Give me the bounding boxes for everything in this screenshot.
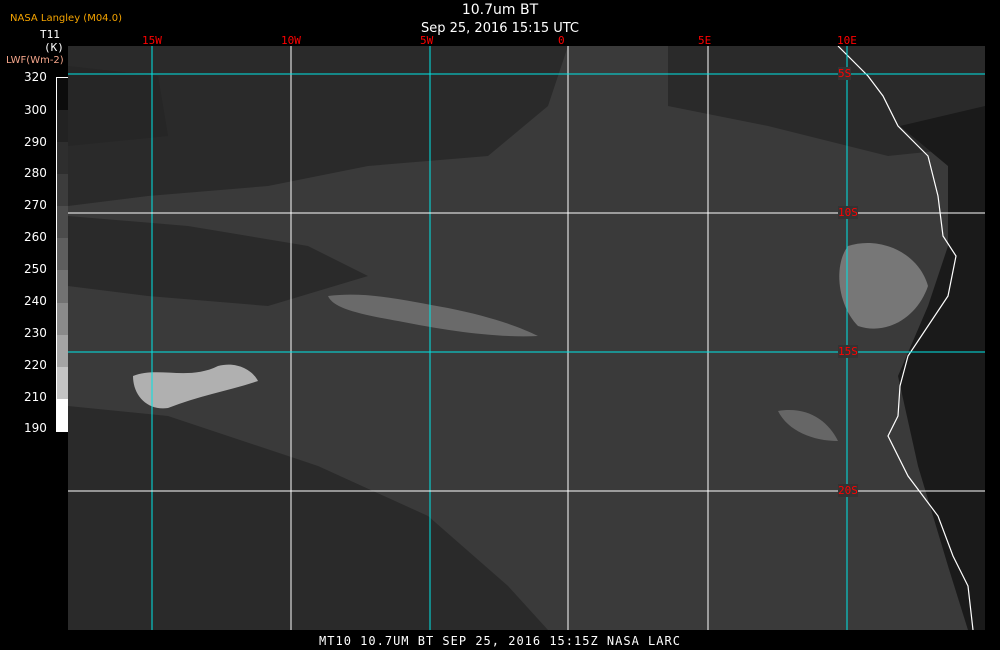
longitude-label: 5E	[698, 34, 712, 47]
image-title: 10.7um BT	[461, 2, 539, 18]
longitude-label: 5W	[420, 34, 434, 47]
legend-tick: 280	[24, 166, 47, 180]
legend-tick: 320	[24, 70, 47, 84]
latitude-label: 15S	[838, 345, 858, 358]
latitude-label: 5S	[838, 67, 852, 80]
satellite-map	[68, 46, 985, 630]
longitude-label: 0	[558, 34, 565, 47]
longitude-label: 10W	[281, 34, 301, 47]
legend-overlay-label: LWF(Wm-2)	[6, 55, 64, 66]
legend-tick: 210	[24, 390, 47, 404]
legend-tick: 260	[24, 230, 47, 244]
legend-tick: 220	[24, 358, 47, 372]
footer-caption: MT10 10.7UM BT SEP 25, 2016 15:15Z NASA …	[319, 634, 681, 648]
bright-cloud-features	[133, 242, 928, 441]
longitude-label: 10E	[837, 34, 857, 47]
legend-unit: (K)	[44, 41, 64, 54]
legend-variable: T11	[40, 28, 60, 41]
coastline	[837, 46, 974, 630]
africa-land	[898, 106, 985, 630]
lat-lon-grid	[68, 46, 985, 630]
longitude-label: 15W	[142, 34, 162, 47]
legend-tick: 190	[24, 421, 47, 435]
source-label: NASA Langley (M04.0)	[10, 13, 122, 24]
legend-tick: 300	[24, 103, 47, 117]
latitude-label: 20S	[838, 484, 858, 497]
legend-tick: 230	[24, 326, 47, 340]
legend-tick: 270	[24, 198, 47, 212]
image-timestamp: Sep 25, 2016 15:15 UTC	[420, 21, 580, 36]
legend-tick: 290	[24, 135, 47, 149]
legend-tick: 250	[24, 262, 47, 276]
latitude-label: 10S	[838, 206, 858, 219]
legend-tick: 240	[24, 294, 47, 308]
